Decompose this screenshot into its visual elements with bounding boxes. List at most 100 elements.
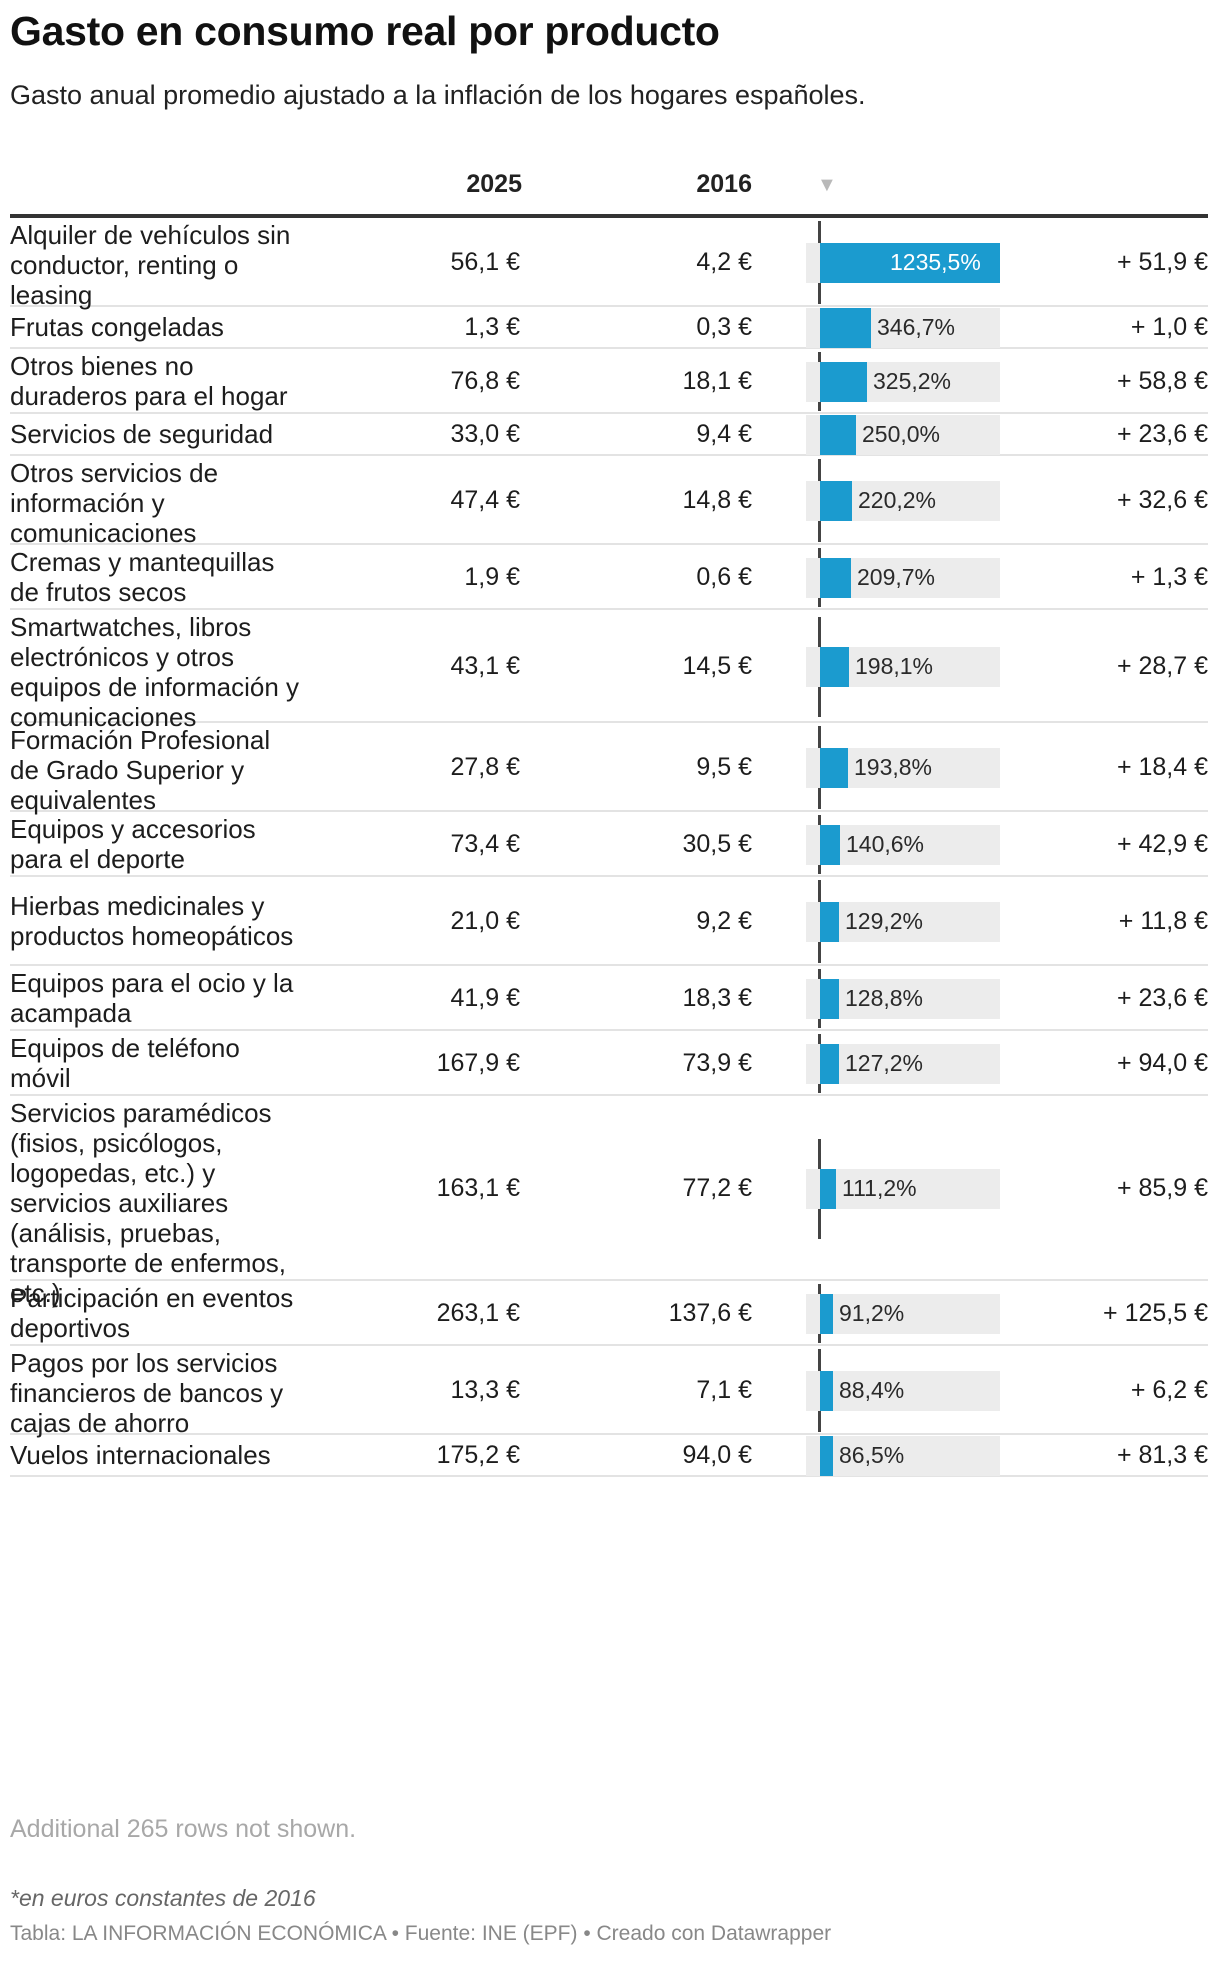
- percent-label: 91,2%: [839, 1299, 905, 1326]
- footnote: *en euros constantes de 2016: [10, 1885, 316, 1911]
- table-header: 2025 2016 ▼: [10, 160, 1208, 218]
- page-title: Gasto en consumo real por producto: [10, 8, 720, 54]
- value-2025: 1,3 €: [464, 313, 520, 341]
- value-2016: 94,0 €: [682, 1441, 752, 1469]
- value-2025: 13,3 €: [450, 1375, 520, 1404]
- percent-bar: [820, 824, 840, 865]
- percent-label: 129,2%: [845, 907, 924, 934]
- credits: Tabla: LA INFORMACIÓN ECONÓMICA • Fuente…: [10, 1922, 832, 1945]
- difference-value: + 32,6 €: [1116, 485, 1208, 514]
- value-2016: 18,1 €: [682, 366, 752, 395]
- percent-label: 198,1%: [855, 652, 934, 679]
- value-2016: 14,8 €: [682, 485, 752, 514]
- difference-value: + 94,0 €: [1116, 1048, 1208, 1077]
- bar-track: [806, 1293, 1000, 1334]
- value-2025: 43,1 €: [450, 651, 520, 680]
- row-label: Servicios paramédicos (fisios, psicólogo…: [10, 1098, 287, 1308]
- percent-bar: [820, 242, 1000, 283]
- difference-value: + 81,3 €: [1116, 1441, 1208, 1469]
- table-row: Equipos y accesorios para el deporte 73,4…: [10, 812, 1208, 877]
- value-2025: 1,9 €: [464, 562, 520, 591]
- value-2025: 47,4 €: [450, 485, 520, 514]
- row-label: Vuelos internacionales: [10, 1440, 271, 1470]
- bar-track: [806, 1370, 1000, 1411]
- row-label: Formación Profesional de Grado Superior …: [10, 725, 271, 815]
- table-row: Pagos por los servicios financieros de b…: [10, 1346, 1208, 1438]
- table-row: Frutas congeladas 1,3 € 0,3 € 346,7% + 1,0 €: [10, 307, 1208, 349]
- row-label: Cremas y mantequillas de frutos secos: [10, 547, 275, 607]
- value-2025: 41,9 €: [450, 983, 520, 1012]
- row-label: Pagos por los servicios financieros de b…: [10, 1348, 284, 1438]
- percent-bar: [820, 1168, 836, 1209]
- table-row: Alquiler de vehículos sin conductor, ren…: [10, 218, 1208, 310]
- value-2016: 9,5 €: [696, 752, 752, 781]
- table-row: Otros servicios de información y comunic…: [10, 456, 1208, 548]
- percent-label: 1235,5%: [890, 248, 981, 275]
- table-row: Smartwatches, libros electrónicos y otro…: [10, 610, 1208, 732]
- value-2016: 9,4 €: [696, 420, 752, 448]
- difference-value: + 51,9 €: [1116, 247, 1208, 276]
- more-rows-note: Additional 265 rows not shown.: [10, 1815, 357, 1843]
- row-label: Smartwatches, libros electrónicos y otro…: [10, 612, 300, 732]
- row-label: Otros servicios de información y comunic…: [10, 458, 219, 548]
- difference-value: + 18,4 €: [1116, 752, 1208, 781]
- value-2016: 73,9 €: [682, 1048, 752, 1077]
- percent-label: 111,2%: [842, 1174, 917, 1201]
- percent-label: 346,7%: [877, 314, 956, 340]
- value-2025: 73,4 €: [450, 829, 520, 858]
- percent-label: 209,7%: [857, 563, 936, 590]
- table-row: Servicios de seguridad 33,0 € 9,4 € 250,0% +…: [10, 414, 1208, 456]
- table-row: Equipos de teléfono móvil 167,9 € 73,9 € 12…: [10, 1031, 1208, 1096]
- row-label: Alquiler de vehículos sin conductor, ren…: [10, 220, 291, 310]
- difference-value: + 1,0 €: [1130, 313, 1208, 341]
- difference-value: + 6,2 €: [1130, 1375, 1208, 1404]
- row-label: Equipos de teléfono móvil: [10, 1033, 240, 1093]
- table-row: Otros bienes no duraderos para el hogar 7…: [10, 349, 1208, 414]
- value-2016: 9,2 €: [696, 906, 752, 935]
- value-2016: 7,1 €: [696, 1375, 752, 1404]
- difference-value: + 1,3 €: [1130, 562, 1208, 591]
- percent-label: 325,2%: [873, 367, 952, 394]
- percent-bar: [820, 747, 848, 788]
- difference-value: + 28,7 €: [1116, 651, 1208, 680]
- row-label: Servicios de seguridad: [10, 419, 274, 449]
- percent-label: 86,5%: [839, 1442, 905, 1468]
- difference-value: + 11,8 €: [1118, 906, 1208, 935]
- percent-bar: [820, 901, 839, 942]
- table-row: Formación Profesional de Grado Superior …: [10, 723, 1208, 815]
- row-label: Frutas congeladas: [10, 312, 224, 342]
- value-2025: 21,0 €: [450, 906, 520, 935]
- table-row: Servicios paramédicos (fisios, psicólogo…: [10, 1096, 1208, 1308]
- page-subtitle: Gasto anual promedio ajustado a la infla…: [10, 80, 866, 110]
- value-2025: 33,0 €: [450, 420, 520, 448]
- percent-bar: [820, 308, 871, 348]
- percent-label: 88,4%: [839, 1376, 905, 1403]
- difference-value: + 23,6 €: [1116, 420, 1208, 448]
- sort-down-icon[interactable]: ▼: [817, 174, 837, 196]
- column-header-2016[interactable]: 2016: [696, 170, 752, 198]
- percent-label: 220,2%: [858, 486, 937, 513]
- column-header-2025[interactable]: 2025: [466, 170, 522, 198]
- percent-bar: [820, 557, 851, 598]
- row-label: Participación en eventos deportivos: [10, 1283, 294, 1343]
- percent-label: 193,8%: [854, 753, 933, 780]
- percent-label: 127,2%: [845, 1049, 924, 1076]
- percent-bar: [820, 978, 839, 1019]
- row-label: Otros bienes no duraderos para el hogar: [10, 351, 288, 411]
- value-2025: 76,8 €: [450, 366, 520, 395]
- table-body: Alquiler de vehículos sin conductor, ren…: [10, 218, 1208, 1477]
- bar-track: [806, 1168, 1000, 1209]
- percent-label: 250,0%: [862, 421, 941, 447]
- value-2025: 27,8 €: [450, 752, 520, 781]
- value-2016: 18,3 €: [682, 983, 752, 1012]
- row-label: Equipos y accesorios para el deporte: [10, 814, 256, 874]
- percent-bar: [820, 415, 856, 455]
- value-2025: 167,9 €: [436, 1048, 520, 1077]
- percent-label: 140,6%: [846, 830, 925, 857]
- table-row: Participación en eventos deportivos 263,1…: [10, 1281, 1208, 1346]
- difference-value: + 23,6 €: [1116, 983, 1208, 1012]
- row-label: Hierbas medicinales y productos homeopát…: [10, 890, 294, 951]
- value-2016: 77,2 €: [682, 1173, 752, 1202]
- percent-bar: [820, 646, 849, 687]
- percent-bar: [820, 1370, 833, 1411]
